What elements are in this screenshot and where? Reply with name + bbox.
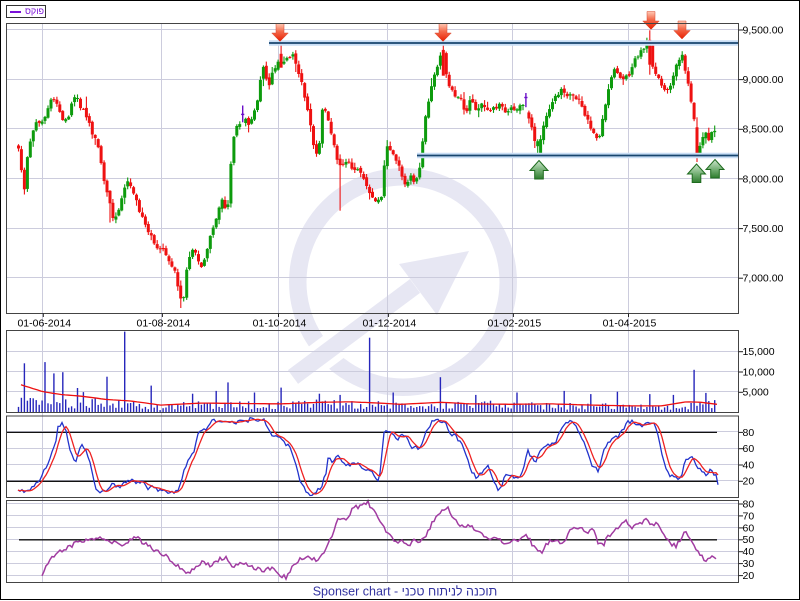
svg-text:9,000.00: 9,000.00 — [743, 74, 784, 86]
svg-text:30: 30 — [743, 558, 755, 570]
svg-text:01-10-2014: 01-10-2014 — [253, 318, 307, 330]
svg-text:80: 80 — [743, 498, 755, 510]
svg-text:01-06-2014: 01-06-2014 — [17, 318, 71, 330]
svg-text:8,000.00: 8,000.00 — [743, 173, 784, 185]
svg-text:5,000: 5,000 — [743, 387, 769, 399]
svg-text:7,000.00: 7,000.00 — [743, 273, 784, 285]
svg-text:40: 40 — [743, 546, 755, 558]
svg-text:70: 70 — [743, 510, 755, 522]
svg-text:01-04-2015: 01-04-2015 — [603, 318, 657, 330]
svg-text:15,000: 15,000 — [743, 346, 775, 358]
svg-text:8,500.00: 8,500.00 — [743, 124, 784, 136]
svg-text:20: 20 — [743, 570, 755, 582]
svg-text:60: 60 — [743, 443, 755, 455]
svg-text:01-02-2015: 01-02-2015 — [488, 318, 542, 330]
svg-text:40: 40 — [743, 459, 755, 471]
svg-text:01-08-2014: 01-08-2014 — [137, 318, 191, 330]
svg-text:80: 80 — [743, 427, 755, 439]
svg-text:01-12-2014: 01-12-2014 — [363, 318, 417, 330]
svg-text:50: 50 — [743, 534, 755, 546]
svg-text:9,500.00: 9,500.00 — [743, 24, 784, 36]
svg-text:7,500.00: 7,500.00 — [743, 223, 784, 235]
svg-text:20: 20 — [743, 476, 755, 488]
svg-text:Sponser chart - תוכנה לניתוח ט: Sponser chart - תוכנה לניתוח טכני — [313, 585, 498, 599]
svg-text:10,000: 10,000 — [743, 366, 775, 378]
svg-text:60: 60 — [743, 522, 755, 534]
